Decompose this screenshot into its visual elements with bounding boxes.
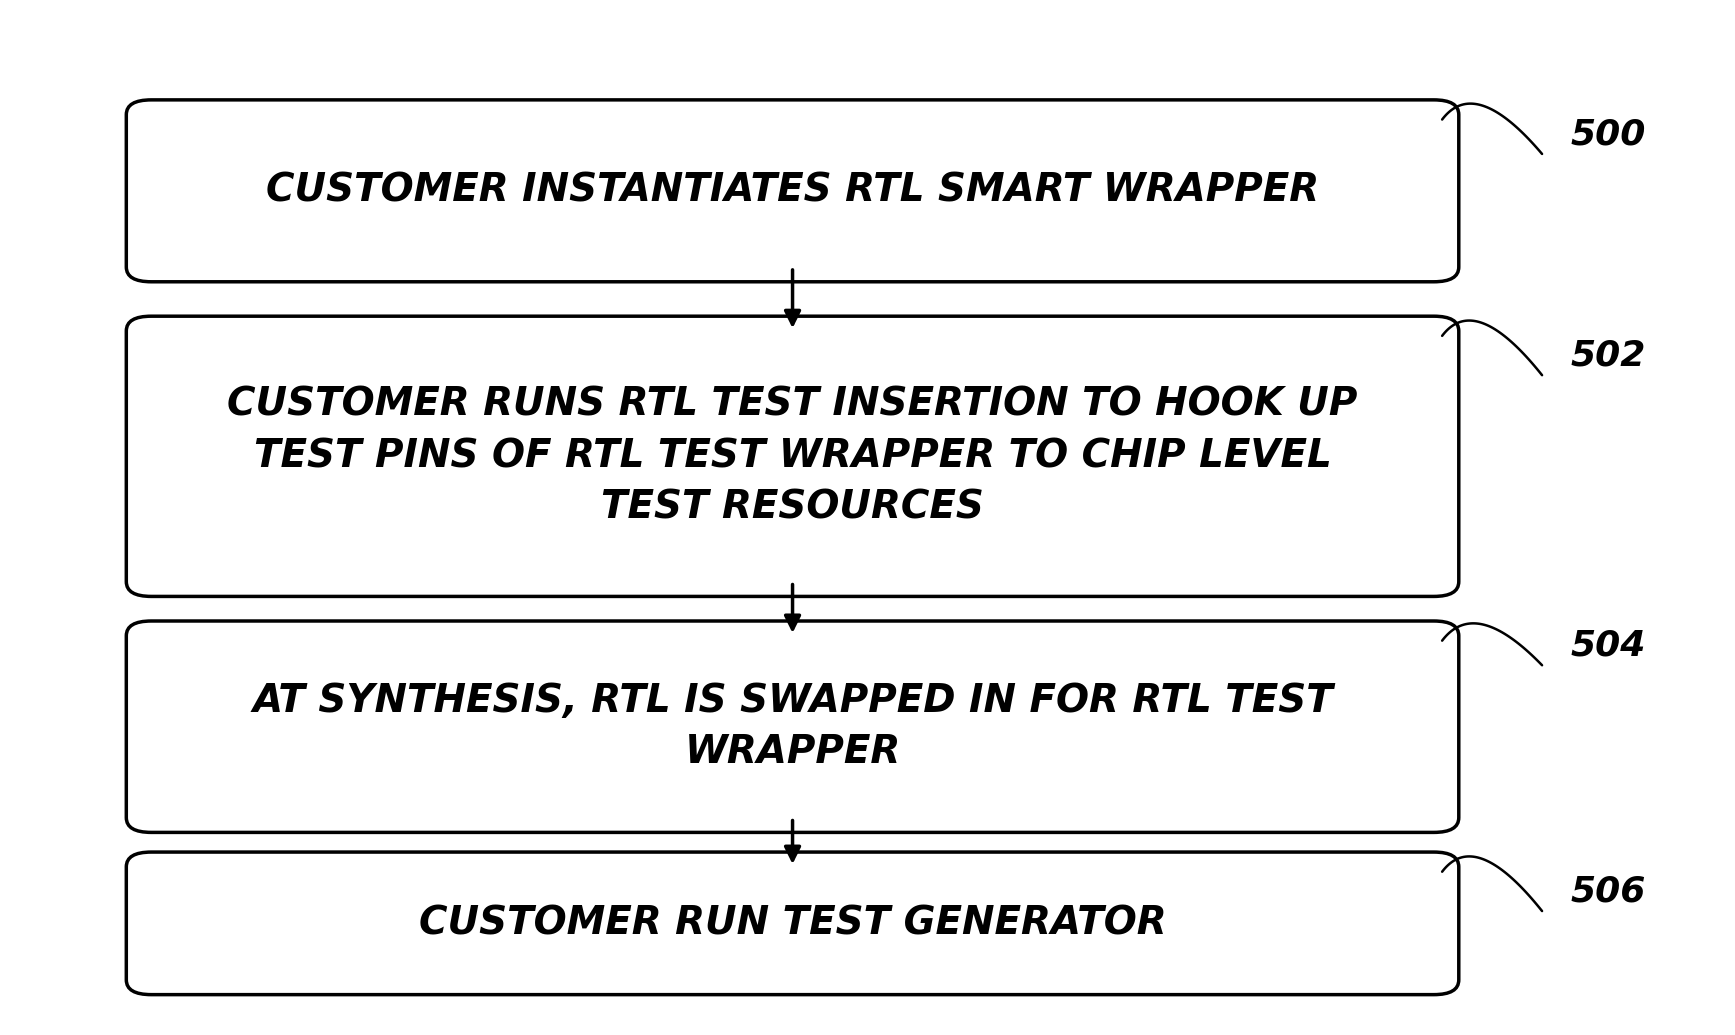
Text: CUSTOMER RUN TEST GENERATOR: CUSTOMER RUN TEST GENERATOR — [418, 905, 1166, 942]
FancyBboxPatch shape — [127, 621, 1459, 832]
Text: CUSTOMER INSTANTIATES RTL SMART WRAPPER: CUSTOMER INSTANTIATES RTL SMART WRAPPER — [265, 172, 1319, 210]
Text: 504: 504 — [1570, 628, 1647, 662]
FancyBboxPatch shape — [127, 852, 1459, 995]
Text: AT SYNTHESIS, RTL IS SWAPPED IN FOR RTL TEST
WRAPPER: AT SYNTHESIS, RTL IS SWAPPED IN FOR RTL … — [252, 682, 1332, 771]
Text: 500: 500 — [1570, 117, 1647, 151]
Text: 502: 502 — [1570, 338, 1647, 373]
FancyBboxPatch shape — [127, 317, 1459, 596]
Text: CUSTOMER RUNS RTL TEST INSERTION TO HOOK UP
TEST PINS OF RTL TEST WRAPPER TO CHI: CUSTOMER RUNS RTL TEST INSERTION TO HOOK… — [227, 386, 1359, 527]
FancyBboxPatch shape — [127, 100, 1459, 282]
Text: 506: 506 — [1570, 875, 1647, 909]
